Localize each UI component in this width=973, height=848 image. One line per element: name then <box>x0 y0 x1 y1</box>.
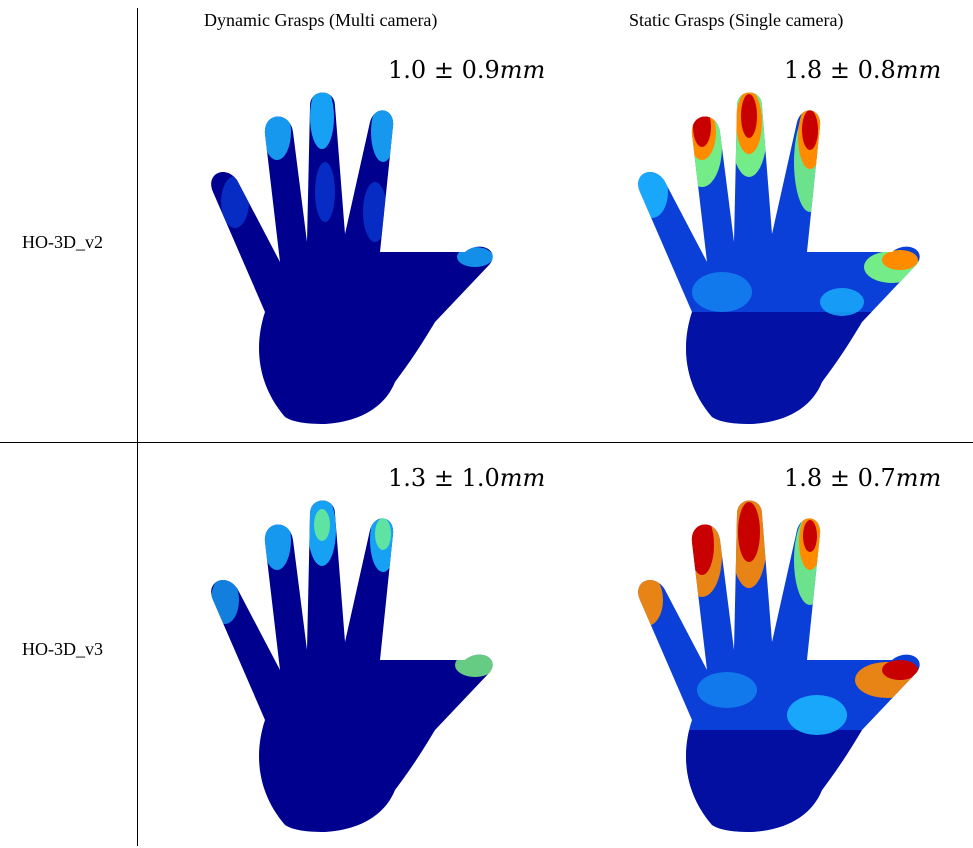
metric-v2-dynamic: 1.0 ± 0.9mm <box>388 56 546 84</box>
hand-error-map-v2-dynamic <box>195 92 505 427</box>
hand-error-map-v3-static <box>622 500 932 835</box>
hand-error-map-v2-static <box>622 92 932 427</box>
metric-v2-static: 1.8 ± 0.8mm <box>784 56 942 84</box>
column-header-dynamic: Dynamic Grasps (Multi camera) <box>204 10 438 30</box>
row-label-v3: HO-3D_v3 <box>22 639 103 659</box>
row-label-v2: HO-3D_v2 <box>22 232 103 252</box>
horizontal-divider <box>0 442 973 443</box>
metric-v3-dynamic: 1.3 ± 1.0mm <box>388 464 546 492</box>
hand-error-map-v3-dynamic <box>195 500 505 835</box>
vertical-divider <box>137 8 138 846</box>
column-header-static: Static Grasps (Single camera) <box>629 10 844 30</box>
metric-v3-static: 1.8 ± 0.7mm <box>784 464 942 492</box>
